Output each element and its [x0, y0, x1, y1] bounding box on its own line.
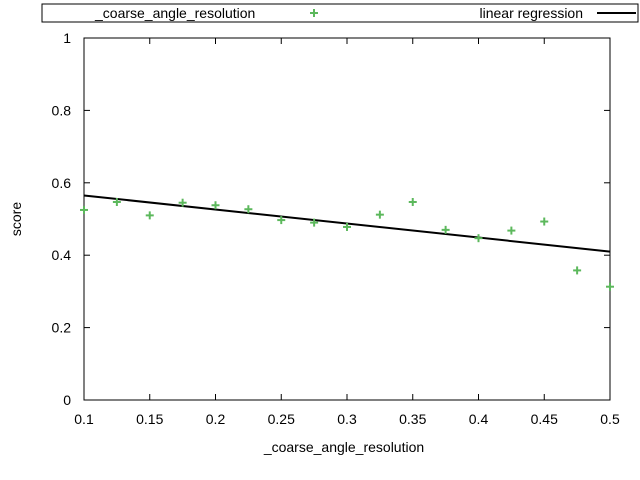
data-point [178, 198, 187, 207]
data-point [80, 205, 88, 214]
y-tick-label: 0.4 [52, 247, 72, 263]
x-tick-label: 0.25 [268, 411, 295, 427]
data-point [343, 222, 351, 231]
y-tick-label: 0 [63, 392, 71, 408]
legend: _coarse_angle_resolution linear regressi… [41, 3, 639, 23]
data-point [507, 226, 516, 235]
x-tick-label: 0.5 [600, 411, 620, 427]
data-point [211, 201, 220, 210]
y-tick-label: 0.8 [52, 102, 72, 118]
scatter-series [80, 197, 614, 291]
data-point [112, 197, 121, 206]
x-tick-label: 0.3 [337, 411, 357, 427]
x-tick-label: 0.45 [531, 411, 558, 427]
data-point [244, 205, 253, 214]
legend-label-scatter: _coarse_angle_resolution [94, 5, 255, 21]
x-tick-label: 0.35 [399, 411, 426, 427]
data-point [145, 211, 154, 220]
data-point [573, 266, 582, 275]
data-point [441, 225, 450, 234]
y-axis-label: score [8, 202, 24, 236]
x-axis: 0.1 0.15 0.2 0.25 0.3 0.35 0.4 0.45 0.5 [74, 38, 620, 427]
y-tick-label: 1 [63, 30, 71, 46]
x-tick-label: 0.1 [74, 411, 94, 427]
y-tick-label: 0.6 [52, 175, 72, 191]
plot-frame [83, 37, 611, 401]
x-axis-label: _coarse_angle_resolution [263, 439, 424, 455]
x-tick-label: 0.15 [136, 411, 163, 427]
legend-marker-scatter [310, 9, 318, 17]
y-tick-label: 0.2 [52, 320, 72, 336]
data-point [408, 197, 417, 206]
data-point [606, 282, 614, 291]
y-axis: 0 0.2 0.4 0.6 0.8 1 [52, 30, 610, 408]
x-tick-label: 0.4 [469, 411, 489, 427]
data-point [540, 217, 549, 226]
data-point [375, 210, 384, 219]
legend-plus [310, 9, 318, 17]
legend-box [41, 3, 639, 23]
x-tick-label: 0.2 [206, 411, 226, 427]
data-point [277, 216, 286, 225]
legend-label-regression: linear regression [480, 5, 584, 21]
data-point [474, 234, 483, 243]
data-point [310, 218, 319, 227]
